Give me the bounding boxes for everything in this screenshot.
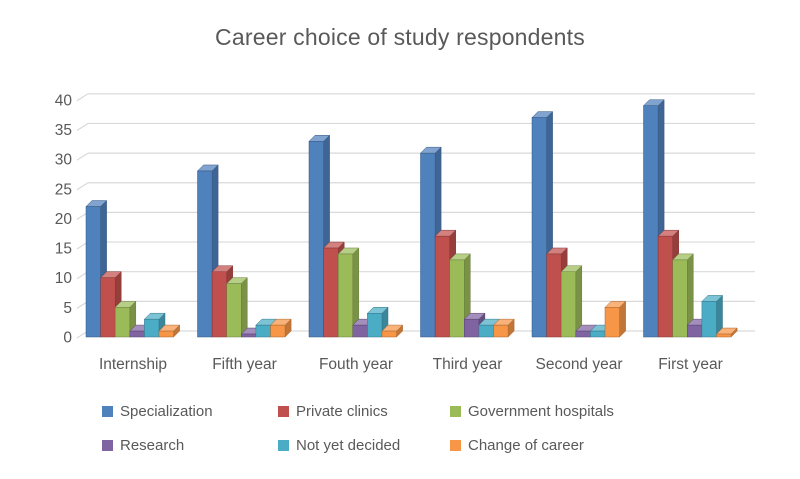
gridline-depth [76,122,89,131]
legend-label: Change of career [468,437,584,454]
bar [158,330,174,338]
bar [687,324,703,338]
bar [100,277,116,338]
bar [575,330,591,338]
bar [211,271,227,338]
chart-legend: Specialization Private clinics Government … [102,403,614,454]
y-tick-label: 20 [55,211,73,228]
bar [255,324,271,338]
x-category-label: Fifth year [212,356,277,373]
bar [337,253,354,338]
bar [531,117,547,338]
legend-swatch [450,440,461,451]
y-tick-label: 10 [55,270,73,287]
gridline-depth [76,182,89,191]
bar [546,253,562,338]
bar [270,324,286,338]
bar [144,318,160,338]
legend-item: Change of career [450,437,614,454]
legend-swatch [102,406,113,417]
bar [85,206,101,338]
legend-item: Research [102,437,278,454]
bar [478,324,494,338]
legend-item: Government hospitals [450,403,614,420]
gridline-depth [76,152,89,161]
x-category-label: Fouth year [319,356,393,373]
x-category-label: Second year [535,356,622,373]
bar [381,330,397,338]
gridline-depth [76,93,89,102]
bar [197,170,213,338]
x-category-label: Third year [433,356,503,373]
legend-swatch [278,406,289,417]
legend-swatch [102,440,113,451]
y-tick-label: 40 [55,92,73,109]
bar [657,235,673,338]
bar [643,105,659,338]
legend-label: Research [120,437,185,454]
legend-item: Not yet decided [278,437,450,454]
bar [449,259,465,338]
bar [114,307,131,338]
bar [604,307,620,338]
bar [323,247,339,338]
bar [716,333,732,338]
bar [420,152,436,338]
y-tick-label: 5 [63,300,72,317]
bar [701,301,717,338]
bar [129,330,145,338]
bar [560,271,577,338]
bar-side-face [241,277,248,338]
legend-label: Specialization [120,403,213,420]
bar [590,330,606,338]
y-tick-label: 35 [55,122,72,139]
bar [672,259,688,338]
bar [352,324,368,338]
bar [493,324,509,338]
y-tick-label: 30 [55,152,73,169]
y-tick-label: 25 [55,181,72,198]
bar [367,313,383,338]
legend-label: Not yet decided [296,437,401,454]
legend-swatch [278,440,289,451]
bar [308,141,324,338]
legend-label: Government hospitals [468,403,614,420]
y-tick-label: 0 [63,330,72,347]
x-category-label: Internship [99,356,167,373]
bar [464,318,480,338]
bar [241,333,257,338]
legend-swatch [450,406,461,417]
legend-item: Specialization [102,403,278,420]
legend-item: Private clinics [278,403,450,420]
legend-label: Private clinics [296,403,388,420]
x-category-label: First year [658,356,723,373]
bar [434,235,450,338]
chart-title: Career choice of study respondents [215,24,585,50]
bar [226,283,242,338]
y-tick-label: 15 [55,241,72,258]
